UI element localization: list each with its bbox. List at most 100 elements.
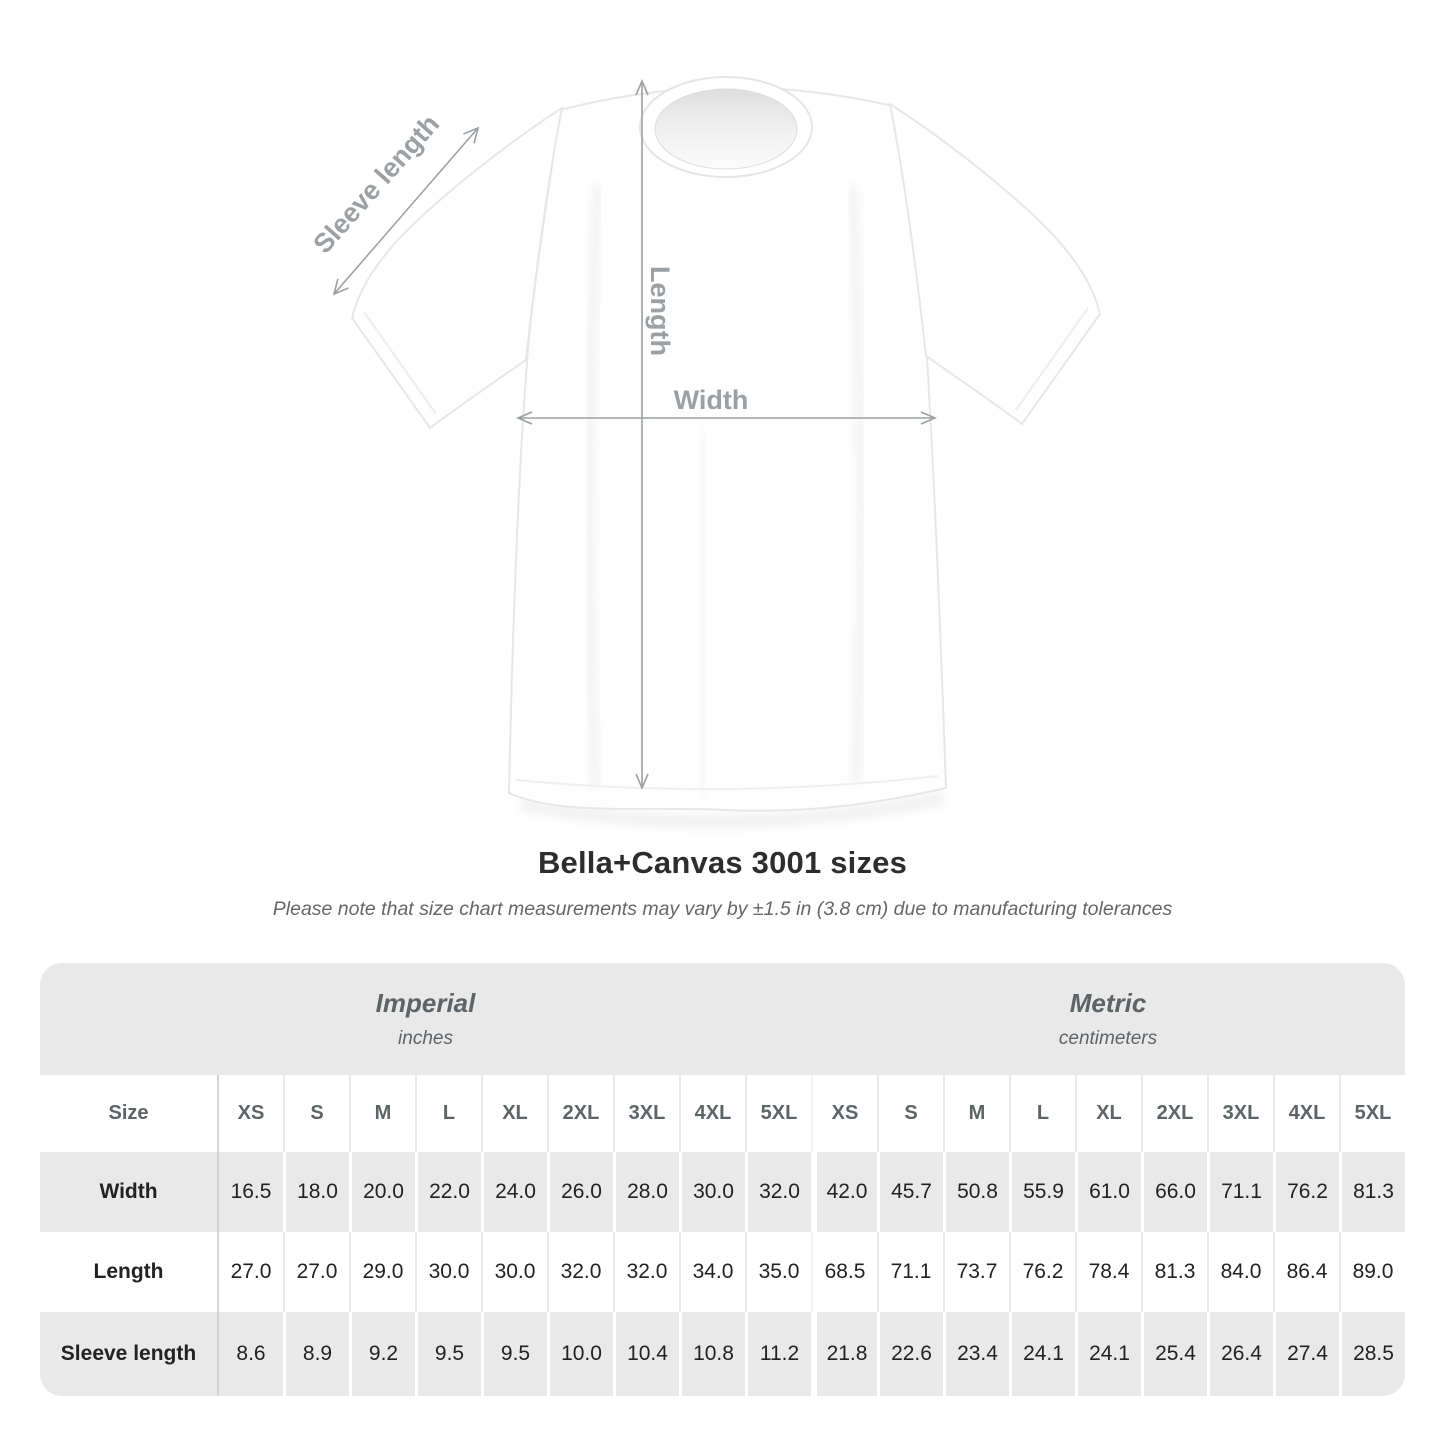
row-label: Width bbox=[40, 1152, 217, 1232]
measurement-cell: 28.0 bbox=[613, 1152, 679, 1232]
measurement-row: Width 16.5 18.0 20.0 22.0 24.0 26.0 28.0 30.0 32.… bbox=[40, 1152, 1405, 1232]
tshirt-diagram-svg: Length Width Sleeve length bbox=[307, 76, 1102, 828]
page-title: Bella+Canvas 3001 sizes bbox=[537, 845, 908, 880]
measurement-cell: 30.0 bbox=[679, 1152, 745, 1232]
measurement-cell: 32.0 bbox=[745, 1152, 811, 1232]
size-col-header: 3XL bbox=[1207, 1075, 1273, 1152]
measurement-cell: 20.0 bbox=[349, 1152, 415, 1232]
measurement-cell: 61.0 bbox=[1075, 1152, 1141, 1232]
measurement-cell: 78.4 bbox=[1075, 1232, 1141, 1312]
fold-left bbox=[584, 184, 603, 789]
measurement-cell: 76.2 bbox=[1273, 1152, 1339, 1232]
width-label: Width bbox=[674, 385, 749, 415]
title-block: Bella+Canvas 3001 sizes Please note that… bbox=[0, 845, 1445, 921]
units-header-row: Imperial inches Metric centimeters bbox=[40, 963, 1405, 1075]
size-col-header: 5XL bbox=[745, 1075, 811, 1152]
measurement-cell: 24.1 bbox=[1075, 1312, 1141, 1396]
measurement-cell: 55.9 bbox=[1009, 1152, 1075, 1232]
measurement-cell: 30.0 bbox=[481, 1232, 547, 1312]
size-col-header: 2XL bbox=[547, 1075, 613, 1152]
measurement-cell: 84.0 bbox=[1207, 1232, 1273, 1312]
measurement-cell: 27.0 bbox=[217, 1232, 283, 1312]
left-sleeve-hem bbox=[363, 311, 437, 415]
measurement-cell: 26.0 bbox=[547, 1152, 613, 1232]
measurement-cell: 9.5 bbox=[481, 1312, 547, 1396]
measurement-cell: 29.0 bbox=[349, 1232, 415, 1312]
imperial-title: Imperial bbox=[375, 988, 476, 1018]
metric-title: Metric bbox=[1069, 988, 1147, 1018]
measurement-cell: 28.5 bbox=[1339, 1312, 1405, 1396]
size-col-header: 2XL bbox=[1141, 1075, 1207, 1152]
tshirt-illustration bbox=[350, 76, 1102, 828]
measurement-cell: 27.0 bbox=[283, 1232, 349, 1312]
measurement-cell: 11.2 bbox=[745, 1312, 811, 1396]
size-col-header: M bbox=[349, 1075, 415, 1152]
length-label: Length bbox=[645, 266, 675, 356]
tolerance-note: Please note that size chart measurements… bbox=[272, 898, 1173, 920]
size-col-header: 4XL bbox=[679, 1075, 745, 1152]
measurement-cell: 71.1 bbox=[877, 1232, 943, 1312]
measurement-row: Sleeve length 8.6 8.9 9.2 9.5 9.5 10.0 10.4 10.8… bbox=[40, 1312, 1405, 1396]
size-col-header: S bbox=[283, 1075, 349, 1152]
measurement-cell: 23.4 bbox=[943, 1312, 1009, 1396]
measurement-cell: 35.0 bbox=[745, 1232, 811, 1312]
measurement-cell: 18.0 bbox=[283, 1152, 349, 1232]
measurement-cell: 9.5 bbox=[415, 1312, 481, 1396]
row-label: Sleeve length bbox=[40, 1312, 217, 1396]
size-table-container: Imperial inches Metric centimeters Size … bbox=[40, 963, 1405, 1396]
metric-unit: centimeters bbox=[1058, 1028, 1158, 1049]
size-header-label: Size bbox=[40, 1075, 217, 1152]
measurement-cell: 89.0 bbox=[1339, 1232, 1405, 1312]
size-col-header: L bbox=[1009, 1075, 1075, 1152]
measurement-cell: 22.6 bbox=[877, 1312, 943, 1396]
measurement-cell: 8.9 bbox=[283, 1312, 349, 1396]
size-col-header: XL bbox=[481, 1075, 547, 1152]
size-table-body: Imperial inches Metric centimeters Size … bbox=[40, 963, 1405, 1396]
measurement-cell: 30.0 bbox=[415, 1232, 481, 1312]
measurement-cell: 81.3 bbox=[1141, 1232, 1207, 1312]
measurement-cell: 68.5 bbox=[811, 1232, 877, 1312]
measurement-cell: 50.8 bbox=[943, 1152, 1009, 1232]
measurement-cell: 10.4 bbox=[613, 1312, 679, 1396]
size-col-header: 5XL bbox=[1339, 1075, 1405, 1152]
measurement-cell: 26.4 bbox=[1207, 1312, 1273, 1396]
size-col-header: 4XL bbox=[1273, 1075, 1339, 1152]
size-col-header: S bbox=[877, 1075, 943, 1152]
fold-center bbox=[697, 429, 708, 801]
size-col-header: XL bbox=[1075, 1075, 1141, 1152]
measurement-cell: 76.2 bbox=[1009, 1232, 1075, 1312]
measurement-cell: 81.3 bbox=[1339, 1152, 1405, 1232]
measurement-cell: 21.8 bbox=[811, 1312, 877, 1396]
measurement-cell: 71.1 bbox=[1207, 1152, 1273, 1232]
size-col-header: L bbox=[415, 1075, 481, 1152]
left-sleeve bbox=[350, 105, 564, 430]
hem-shadow bbox=[520, 792, 944, 828]
measurement-cell: 42.0 bbox=[811, 1152, 877, 1232]
length-arrow bbox=[635, 78, 649, 791]
measurement-cell: 24.0 bbox=[481, 1152, 547, 1232]
measurement-cell: 10.8 bbox=[679, 1312, 745, 1396]
row-label: Length bbox=[40, 1232, 217, 1312]
measurement-cell: 22.0 bbox=[415, 1152, 481, 1232]
imperial-unit: inches bbox=[398, 1028, 453, 1049]
measurement-cell: 32.0 bbox=[547, 1232, 613, 1312]
sleeve-length-arrow bbox=[332, 126, 480, 296]
tshirt-diagram-area: Length Width Sleeve length bbox=[307, 76, 1102, 828]
right-sleeve bbox=[888, 101, 1102, 426]
metric-header-cell: Metric centimeters bbox=[811, 963, 1405, 1075]
measurement-cell: 66.0 bbox=[1141, 1152, 1207, 1232]
measurement-cell: 25.4 bbox=[1141, 1312, 1207, 1396]
shirt-body bbox=[507, 85, 948, 812]
measurement-cell: 73.7 bbox=[943, 1232, 1009, 1312]
fold-right bbox=[847, 184, 866, 785]
size-col-header: 3XL bbox=[613, 1075, 679, 1152]
measurement-cell: 24.1 bbox=[1009, 1312, 1075, 1396]
measurement-cell: 45.7 bbox=[877, 1152, 943, 1232]
hem-stitch bbox=[515, 775, 939, 791]
measurement-cell: 8.6 bbox=[217, 1312, 283, 1396]
size-col-header: XS bbox=[217, 1075, 283, 1152]
collar-inner bbox=[654, 88, 798, 170]
size-col-header: M bbox=[943, 1075, 1009, 1152]
size-header-row: Size XS S M L XL 2XL 3XL 4XL 5XL XS S M L XL 2XL 3XL 4XL… bbox=[40, 1075, 1405, 1152]
